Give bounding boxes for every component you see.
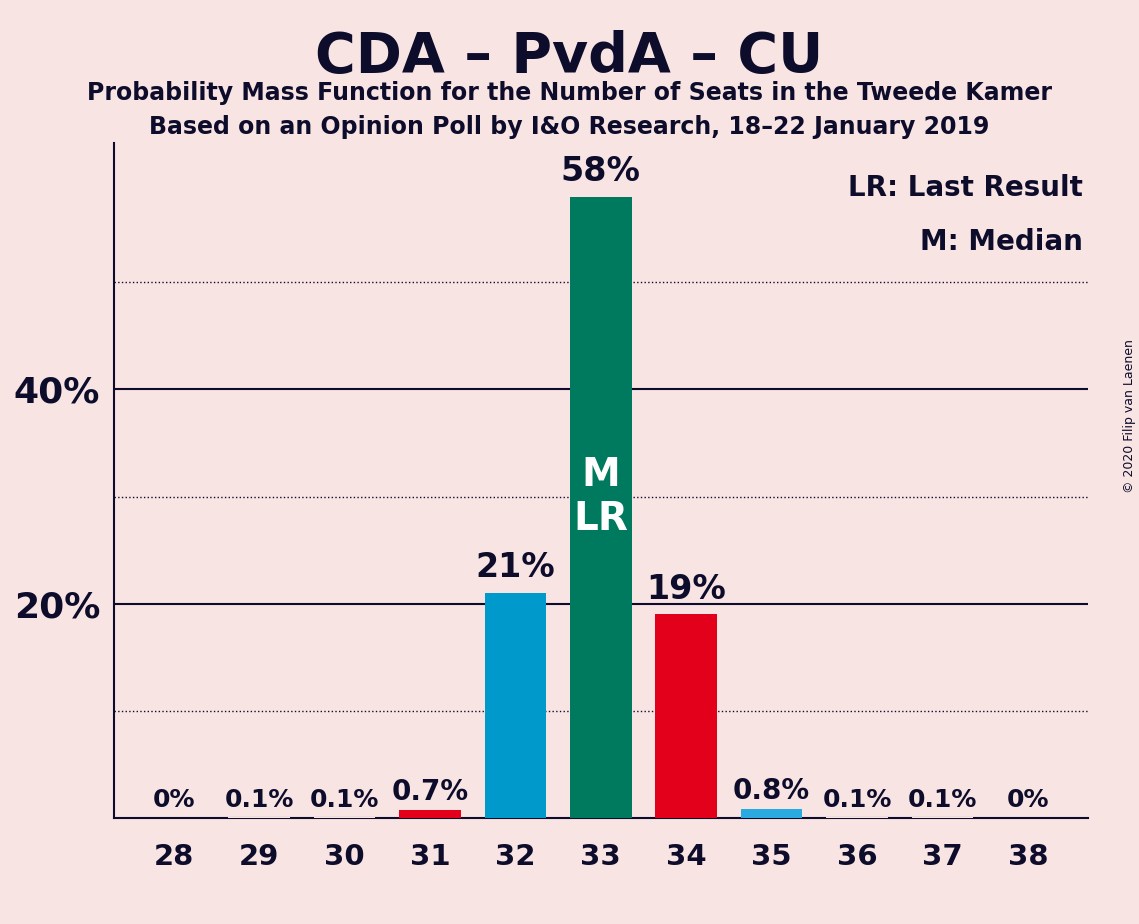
Bar xyxy=(570,197,631,818)
Bar xyxy=(655,614,716,818)
Bar xyxy=(826,817,887,818)
Text: 0.8%: 0.8% xyxy=(734,777,810,805)
Bar xyxy=(313,817,375,818)
Text: 0.1%: 0.1% xyxy=(310,788,379,812)
Text: 0.1%: 0.1% xyxy=(908,788,977,812)
Text: M: Median: M: Median xyxy=(920,227,1083,256)
Bar xyxy=(484,593,546,818)
Text: 0%: 0% xyxy=(1007,788,1049,812)
Text: 58%: 58% xyxy=(560,155,641,188)
Bar xyxy=(740,809,802,818)
Text: 0.7%: 0.7% xyxy=(392,778,468,806)
Text: CDA – PvdA – CU: CDA – PvdA – CU xyxy=(316,30,823,83)
Text: 19%: 19% xyxy=(646,573,727,606)
Bar xyxy=(228,817,289,818)
Text: Based on an Opinion Poll by I&O Research, 18–22 January 2019: Based on an Opinion Poll by I&O Research… xyxy=(149,115,990,139)
Text: © 2020 Filip van Laenen: © 2020 Filip van Laenen xyxy=(1123,339,1137,492)
Bar xyxy=(911,817,973,818)
Bar xyxy=(399,810,460,818)
Text: M
LR: M LR xyxy=(573,456,629,538)
Text: Probability Mass Function for the Number of Seats in the Tweede Kamer: Probability Mass Function for the Number… xyxy=(87,81,1052,105)
Text: 21%: 21% xyxy=(476,552,555,584)
Text: 0.1%: 0.1% xyxy=(224,788,294,812)
Text: LR: Last Result: LR: Last Result xyxy=(849,174,1083,201)
Text: 0.1%: 0.1% xyxy=(822,788,892,812)
Text: 0%: 0% xyxy=(153,788,195,812)
